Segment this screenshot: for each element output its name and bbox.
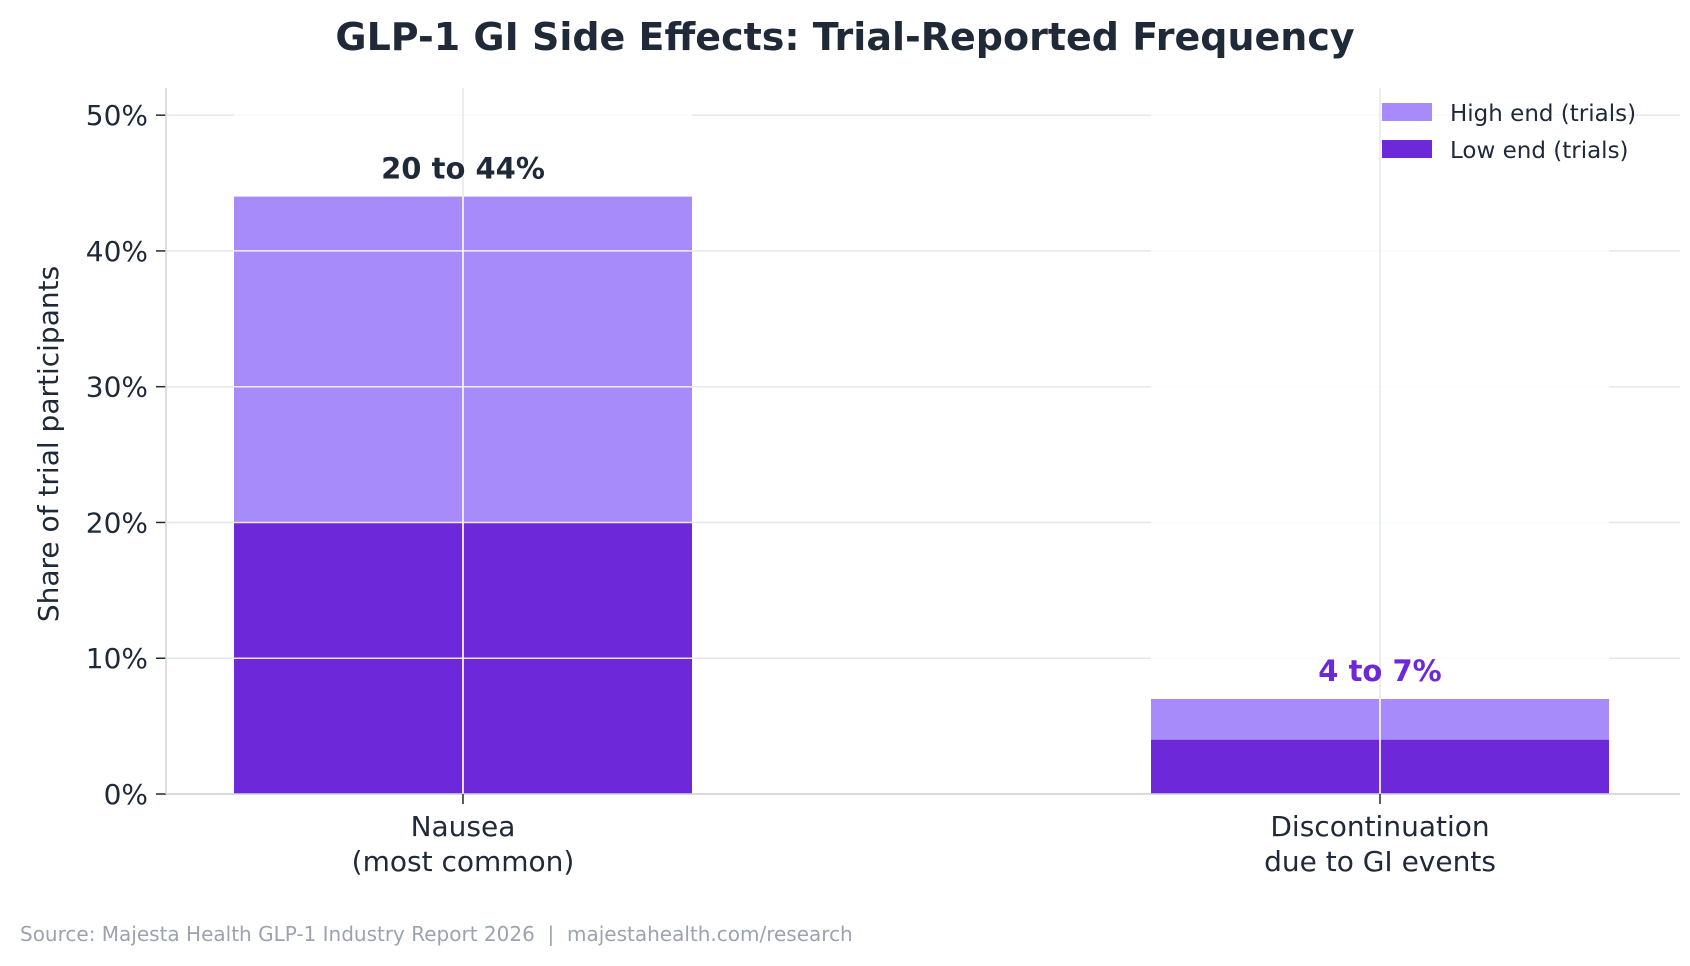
- source-footnote: Source: Majesta Health GLP-1 Industry Re…: [20, 922, 853, 946]
- y-axis-label: Share of trial participants: [32, 266, 65, 622]
- chart-title: GLP-1 GI Side Effects: Trial-Reported Fr…: [335, 15, 1354, 59]
- bars-layer: [234, 196, 1609, 794]
- x-tick-label: Nausea: [411, 810, 516, 843]
- vertical-grid-layer: [234, 88, 1609, 794]
- legend-label: Low end (trials): [1450, 138, 1629, 164]
- axes-layer: 0% 10% 20% 30% 40% 50% Nausea(most common) Disc…: [86, 88, 1680, 878]
- legend-label: High end (trials): [1450, 101, 1636, 127]
- legend-swatch: [1382, 140, 1432, 158]
- x-tick-label: Discontinuation: [1270, 810, 1489, 843]
- x-tick-label: due to GI events: [1264, 845, 1496, 878]
- bar-value-label: 20 to 44%: [381, 152, 545, 186]
- y-tick-label: 40%: [86, 235, 148, 268]
- bar-value-label: 4 to 7%: [1318, 654, 1441, 688]
- y-tick-label: 20%: [86, 506, 148, 539]
- bar-labels-layer: 20 to 44% 4 to 7%: [381, 152, 1442, 688]
- y-tick-label: 30%: [86, 371, 148, 404]
- y-tick-label: 0%: [104, 778, 148, 811]
- y-tick-label: 50%: [86, 99, 148, 132]
- legend-swatch: [1382, 103, 1432, 121]
- x-tick-label: (most common): [352, 845, 575, 878]
- legend: High end (trials) Low end (trials): [1382, 101, 1636, 164]
- y-tick-label: 10%: [86, 642, 148, 675]
